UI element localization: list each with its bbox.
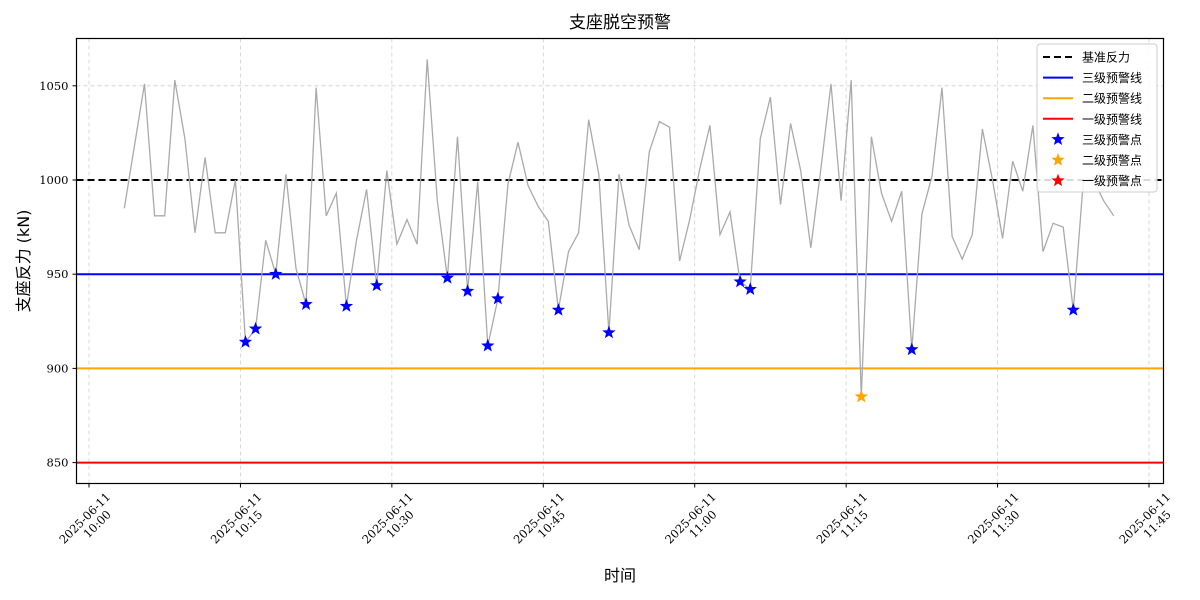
y-tick-label: 850	[47, 456, 69, 470]
y-axis-label: 支座反力 (kN)	[14, 210, 33, 313]
warning-star-icon	[339, 299, 354, 312]
chart-title: 支座脱空预警	[569, 13, 671, 33]
legend-star-icon	[1051, 153, 1065, 166]
warning-star-icon	[269, 267, 283, 280]
data-series	[123, 59, 1115, 397]
warning-star-icon	[1066, 303, 1080, 316]
grid-lines	[76, 38, 1164, 484]
warning-star-icon	[551, 303, 566, 316]
warning-star-icon	[905, 342, 919, 356]
y-tick-label: 1050	[39, 79, 68, 93]
legend-label: 基准反力	[1082, 51, 1130, 65]
legend-label: 三级预警线	[1082, 70, 1142, 85]
warning-star-icon	[733, 274, 747, 288]
legend-label: 二级预警点	[1082, 153, 1142, 168]
warning-star-icon	[491, 291, 505, 305]
legend-box	[1036, 43, 1158, 193]
legend-star-icon	[1051, 132, 1065, 146]
y-axis-ticks: 850 900 950 1000 1050	[39, 79, 77, 470]
warning-star-icon	[460, 284, 475, 297]
legend-label: 一级预警点	[1082, 173, 1142, 188]
warning-star-icon	[481, 338, 495, 352]
warning-star-icon	[370, 278, 384, 292]
warning-star-icon	[602, 325, 616, 339]
plot-area-frame	[75, 37, 1165, 485]
legend-star-icon	[1051, 173, 1065, 187]
series-line	[123, 59, 1115, 397]
y-tick-label: 950	[47, 267, 69, 281]
y-tick-label: 1000	[39, 173, 68, 187]
warning-markers	[238, 267, 1080, 403]
warning-star-icon	[238, 335, 253, 348]
warning-star-icon	[743, 282, 757, 295]
warning-star-icon	[854, 389, 868, 403]
warning-star-icon	[440, 270, 455, 284]
x-axis-label: 时间	[604, 566, 636, 585]
legend-label: 三级预警点	[1082, 132, 1142, 147]
legend-label: 二级预警线	[1082, 91, 1142, 106]
warning-star-icon	[248, 321, 263, 335]
legend-label: 一级预警线	[1082, 111, 1142, 126]
y-tick-label: 900	[47, 361, 69, 375]
warning-star-icon	[299, 297, 313, 311]
